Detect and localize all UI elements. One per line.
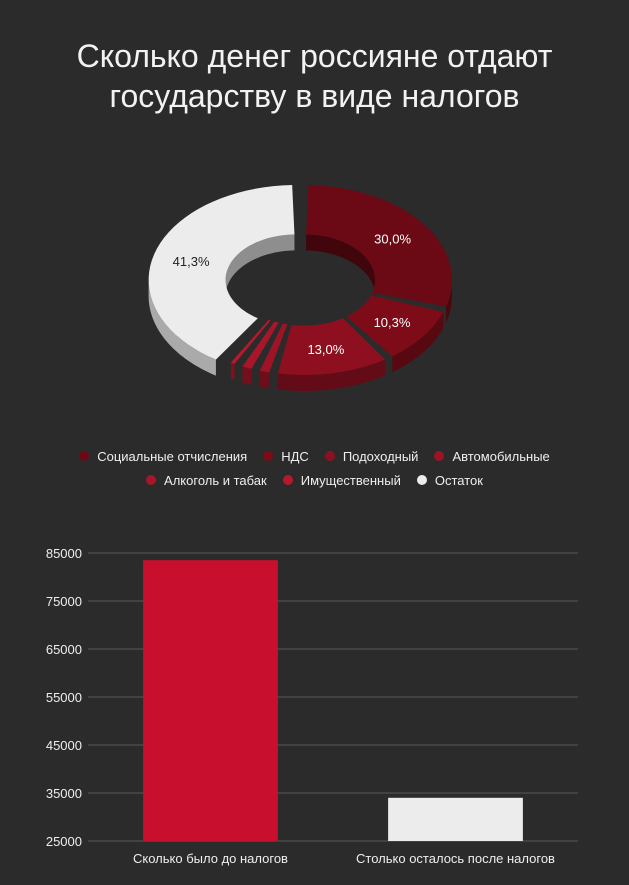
legend-label: НДС bbox=[281, 448, 309, 464]
donut-slice-label: 13,0% bbox=[307, 342, 344, 357]
donut-slice-side bbox=[148, 280, 216, 376]
donut-slice-label: 41,3% bbox=[173, 254, 210, 269]
legend-swatch bbox=[324, 451, 335, 461]
donut-slice-side bbox=[259, 370, 270, 389]
legend-label: Подоходный bbox=[342, 448, 419, 464]
y-tick-label: 25000 bbox=[46, 834, 82, 849]
donut-chart: 30,0% 10,3% 13,0% 41,3% bbox=[148, 185, 452, 391]
legend-item: Остаток bbox=[416, 472, 483, 488]
y-tick-label: 85000 bbox=[46, 546, 82, 561]
page-title: Сколько денег россияне отдают государств… bbox=[0, 36, 629, 116]
legend-item: НДС bbox=[263, 449, 309, 464]
donut-slice-side bbox=[242, 366, 252, 385]
y-tick-label: 65000 bbox=[46, 642, 82, 657]
donut-legend: Социальные отчисления НДС Подоходный Автомо… bbox=[0, 446, 629, 494]
donut-slice-label: 30,0% bbox=[374, 232, 411, 247]
legend-label: Имущественный bbox=[300, 472, 401, 488]
legend-label: Социальные отчисления bbox=[97, 448, 248, 464]
legend-swatch bbox=[263, 451, 274, 461]
x-tick-label: Столько осталось после налогов bbox=[356, 851, 555, 866]
legend-swatch bbox=[416, 475, 427, 485]
donut-slice-side bbox=[277, 359, 386, 391]
donut-slice-inner-side bbox=[225, 234, 295, 296]
bar-chart: 85000 75000 65000 55000 45000 35000 25000 Сколь… bbox=[46, 546, 578, 866]
donut-slice-inner-side bbox=[306, 234, 376, 296]
bar bbox=[143, 560, 278, 841]
legend-item: Имущественный bbox=[282, 472, 401, 488]
legend-swatch bbox=[79, 451, 90, 461]
legend-item: Алкоголь и табак bbox=[146, 473, 267, 488]
y-tick-label: 75000 bbox=[46, 594, 82, 609]
legend-swatch bbox=[146, 475, 157, 485]
title-line-2: государству в виде налогов bbox=[109, 78, 520, 114]
legend-swatch bbox=[434, 451, 445, 461]
donut-slice-side bbox=[446, 280, 452, 323]
legend-label: Остаток bbox=[434, 472, 483, 488]
donut-slice bbox=[230, 319, 271, 364]
donut-slice bbox=[346, 295, 444, 357]
donut-slice-label: 10,3% bbox=[374, 315, 411, 330]
donut-slice bbox=[148, 185, 295, 360]
legend-label: Алкоголь и табак bbox=[164, 472, 267, 488]
bar bbox=[388, 797, 523, 841]
legend-label: Автомобильные bbox=[452, 448, 550, 464]
legend-row: Социальные отчисления НДС Подоходный Автомо… bbox=[0, 446, 629, 466]
legend-item: Социальные отчисления bbox=[79, 449, 247, 464]
donut-slice bbox=[277, 318, 386, 375]
donut-slice-side bbox=[230, 362, 235, 380]
y-tick-label: 35000 bbox=[46, 786, 82, 801]
legend-item: Автомобильные bbox=[434, 448, 550, 464]
title-line-1: Сколько денег россияне отдают bbox=[76, 38, 553, 74]
legend-item: Подоходный bbox=[324, 448, 419, 464]
legend-swatch bbox=[282, 475, 293, 485]
y-tick-label: 45000 bbox=[46, 738, 82, 753]
legend-row: Алкоголь и табак Имущественный Остаток bbox=[0, 470, 629, 490]
x-tick-label: Сколько было до налогов bbox=[133, 851, 288, 866]
donut-slice bbox=[242, 321, 279, 369]
donut-slice bbox=[259, 323, 288, 373]
donut-slice bbox=[306, 185, 452, 307]
donut-slice-side bbox=[392, 312, 444, 373]
y-tick-label: 55000 bbox=[46, 690, 82, 705]
